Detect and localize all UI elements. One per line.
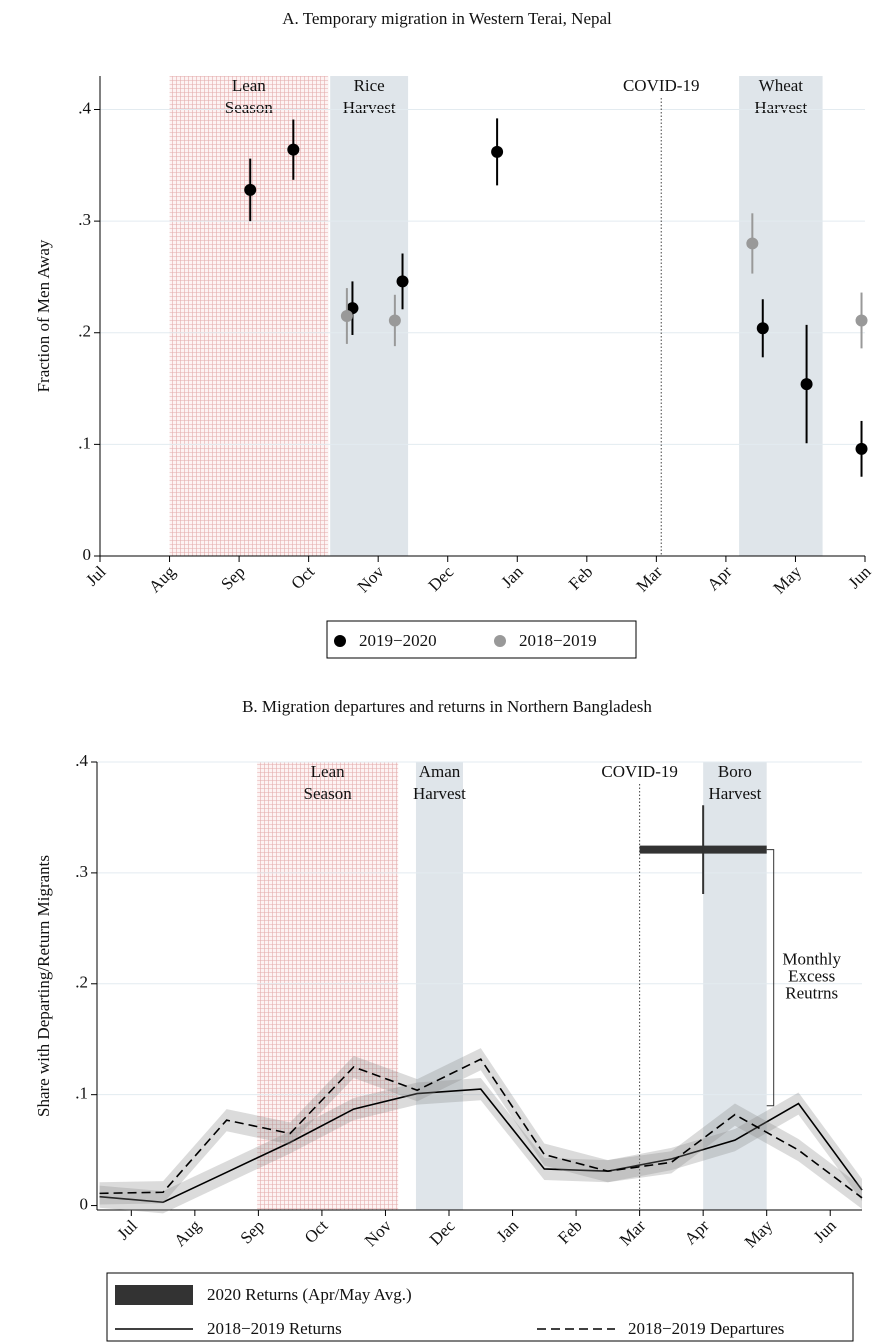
- confidence-band: [99, 1048, 863, 1209]
- region-label: Harvest: [343, 98, 396, 117]
- chart-title: A. Temporary migration in Western Terai,…: [282, 9, 612, 28]
- x-tick-label: Dec: [426, 1216, 459, 1249]
- point: [287, 143, 300, 156]
- bracket-label: Reutrns: [785, 984, 838, 1003]
- legend: [326, 620, 637, 659]
- x-tick-label: Feb: [565, 562, 596, 593]
- legend-label: 2018−2019 Returns: [207, 1319, 342, 1338]
- x-tick-label: Jun: [810, 1216, 840, 1246]
- event-label: COVID-19: [601, 762, 678, 781]
- region-label: Harvest: [708, 784, 761, 803]
- point: [491, 145, 504, 158]
- x-tick-label: Nov: [361, 1216, 395, 1250]
- region: [257, 762, 399, 1210]
- point: [388, 314, 401, 327]
- x-tick-label: Jan: [497, 562, 527, 592]
- region-label: Aman: [419, 762, 461, 781]
- y-tick-label: .4: [78, 98, 91, 117]
- y-tick-label: .4: [75, 751, 88, 770]
- region-label: Lean: [232, 76, 266, 95]
- x-tick-label: Oct: [301, 1216, 332, 1247]
- region-label: Season: [225, 98, 274, 117]
- x-tick-label: May: [770, 562, 806, 598]
- x-tick-label: Nov: [354, 562, 388, 596]
- region-label: Rice: [354, 76, 385, 95]
- chart-title: B. Migration departures and returns in N…: [242, 697, 652, 716]
- y-tick-label: .3: [75, 862, 88, 881]
- bracket: [766, 849, 775, 1107]
- region-label: Season: [304, 784, 353, 803]
- x-tick-label: Jul: [82, 562, 110, 590]
- region: [415, 762, 463, 1210]
- legend-label: 2020 Returns (Apr/May Avg.): [207, 1285, 412, 1304]
- y-tick-label: .1: [75, 1084, 88, 1103]
- region: [703, 762, 767, 1210]
- region: [169, 76, 329, 556]
- x-tick-label: Oct: [287, 562, 318, 593]
- y-tick-label: .3: [78, 210, 91, 229]
- legend-marker: [494, 635, 506, 647]
- x-tick-label: Mar: [632, 562, 666, 596]
- x-tick-label: Apr: [703, 562, 735, 594]
- x-tick-label: Sep: [237, 1216, 268, 1247]
- confidence-band: [99, 1078, 863, 1214]
- legend-label: 2018−2019 Departures: [628, 1319, 784, 1338]
- y-tick-label: 0: [83, 545, 92, 564]
- legend-marker: [115, 1285, 193, 1305]
- region-label: Boro: [718, 762, 752, 781]
- point: [800, 378, 813, 391]
- x-tick-label: Aug: [170, 1216, 204, 1250]
- x-tick-label: Jun: [844, 562, 872, 592]
- x-tick-label: Mar: [616, 1216, 650, 1250]
- bracket-label: Excess: [788, 967, 835, 986]
- x-tick-label: Aug: [145, 562, 179, 596]
- x-tick-label: Apr: [681, 1216, 713, 1248]
- point: [756, 322, 769, 335]
- region-label: Harvest: [754, 98, 807, 117]
- x-tick-label: Jan: [493, 1216, 523, 1246]
- region-label: Lean: [311, 762, 345, 781]
- legend-marker: [334, 635, 346, 647]
- y-tick-label: .2: [78, 322, 91, 341]
- point: [340, 310, 353, 322]
- y-tick-label: 0: [80, 1194, 89, 1213]
- legend: [106, 1272, 854, 1342]
- y-axis-label: Share with Departing/Return Migrants: [34, 855, 53, 1117]
- point: [244, 183, 257, 196]
- legend-label: 2018−2019: [519, 631, 597, 650]
- x-tick-label: Sep: [217, 562, 248, 593]
- point: [855, 314, 868, 327]
- x-tick-label: Feb: [554, 1216, 585, 1247]
- line: [99, 1058, 863, 1199]
- legend-label: 2019−2020: [359, 631, 437, 650]
- x-tick-label: Jul: [113, 1216, 141, 1244]
- bracket-label: Monthly: [782, 950, 841, 969]
- line: [99, 1088, 863, 1204]
- point: [396, 275, 409, 288]
- point: [855, 442, 868, 455]
- x-tick-label: May: [741, 1216, 777, 1252]
- event-label: COVID-19: [623, 76, 700, 95]
- y-tick-label: .2: [75, 973, 88, 992]
- region-label: Wheat: [759, 76, 804, 95]
- x-tick-label: Dec: [425, 562, 458, 595]
- region-label: Harvest: [413, 784, 466, 803]
- y-axis-label: Fraction of Men Away: [34, 239, 53, 392]
- point: [746, 237, 759, 250]
- y-tick-label: .1: [78, 433, 91, 452]
- region: [739, 76, 823, 556]
